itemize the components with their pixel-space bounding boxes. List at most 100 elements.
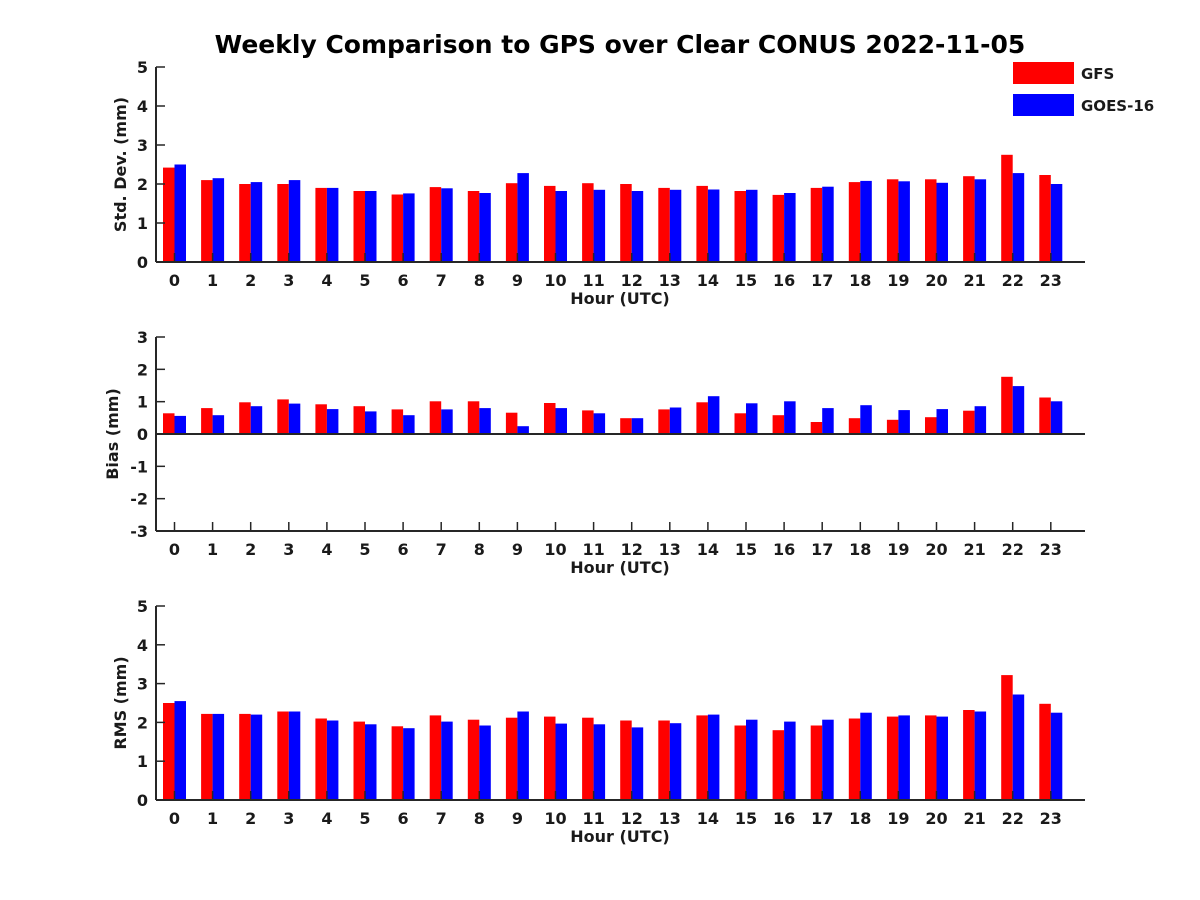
bar-goes-16-10 [555, 408, 567, 434]
x-tick-label: 0 [169, 271, 180, 290]
bar-goes-16-17 [822, 719, 834, 800]
bar-gfs-0 [163, 413, 175, 434]
bar-gfs-3 [277, 711, 289, 800]
x-tick-label: 11 [582, 271, 604, 290]
bar-goes-16-20 [936, 716, 948, 800]
legend-label-goes-16: GOES-16 [1081, 97, 1154, 115]
bar-gfs-10 [544, 403, 556, 434]
x-tick-label: 19 [887, 540, 909, 559]
x-tick-label: 20 [925, 271, 947, 290]
bar-goes-16-14 [707, 396, 720, 434]
bar-goes-16-15 [746, 189, 758, 262]
bar-gfs-16 [772, 194, 785, 262]
x-tick-label: 15 [735, 271, 757, 290]
bar-gfs-23 [1039, 703, 1051, 800]
bar-goes-16-9 [517, 711, 529, 800]
bar-gfs-7 [429, 187, 442, 262]
bar-gfs-9 [505, 412, 518, 434]
bar-goes-16-1 [212, 713, 225, 800]
x-tick-label: 7 [436, 809, 447, 828]
bar-goes-16-8 [479, 408, 491, 434]
x-tick-label: 9 [512, 540, 523, 559]
bar-gfs-20 [925, 715, 937, 800]
bar-gfs-20 [925, 417, 937, 434]
x-tick-label: 13 [659, 809, 681, 828]
bar-gfs-13 [658, 187, 670, 262]
bar-goes-16-20 [936, 182, 948, 262]
legend-swatch-gfs [1013, 62, 1074, 84]
x-tick-label: 5 [359, 809, 370, 828]
x-tick-label: 0 [169, 809, 180, 828]
x-tick-label: 16 [773, 540, 795, 559]
bar-gfs-6 [391, 409, 404, 434]
bar-gfs-18 [848, 418, 861, 434]
bar-goes-16-10 [555, 723, 567, 800]
bar-goes-16-4 [326, 187, 339, 262]
bar-goes-16-16 [784, 193, 796, 262]
bar-goes-16-5 [365, 411, 377, 434]
x-tick-label: 18 [849, 809, 871, 828]
bar-goes-16-5 [365, 191, 377, 262]
x-tick-label: 1 [207, 540, 218, 559]
bar-gfs-15 [734, 725, 746, 800]
x-tick-label: 4 [321, 540, 332, 559]
x-tick-label: 1 [207, 271, 218, 290]
bar-gfs-0 [163, 167, 175, 262]
bar-goes-16-6 [403, 415, 415, 434]
y-tick-label: 1 [137, 214, 148, 233]
bar-gfs-21 [963, 710, 975, 800]
bar-goes-16-21 [974, 711, 987, 800]
bar-goes-16-3 [288, 711, 301, 800]
bar-goes-16-0 [174, 415, 186, 434]
bar-gfs-19 [886, 419, 899, 434]
y-axis-label: Std. Dev. (mm) [111, 97, 130, 232]
x-tick-label: 3 [283, 809, 294, 828]
bar-gfs-0 [163, 703, 175, 800]
bar-goes-16-12 [631, 191, 644, 262]
x-tick-label: 23 [1040, 809, 1062, 828]
y-tick-label: -3 [130, 522, 148, 541]
bar-goes-16-13 [669, 407, 682, 434]
y-tick-label: 2 [137, 360, 148, 379]
bar-gfs-17 [810, 422, 823, 434]
x-tick-label: 12 [621, 540, 643, 559]
bar-gfs-1 [201, 713, 213, 800]
bar-goes-16-19 [898, 715, 910, 800]
bar-goes-16-15 [746, 719, 758, 800]
bar-gfs-7 [429, 401, 442, 434]
x-tick-label: 17 [811, 540, 833, 559]
x-tick-label: 13 [659, 271, 681, 290]
bar-gfs-18 [848, 182, 861, 262]
x-tick-label: 19 [887, 809, 909, 828]
bar-gfs-15 [734, 191, 746, 262]
bar-goes-16-18 [860, 712, 872, 800]
x-tick-label: 10 [544, 271, 566, 290]
bar-gfs-17 [810, 187, 823, 262]
bar-gfs-7 [429, 715, 442, 800]
x-tick-label: 3 [283, 540, 294, 559]
x-axis-label: Hour (UTC) [570, 827, 670, 846]
bar-gfs-6 [391, 194, 404, 262]
bar-gfs-2 [239, 184, 251, 262]
bar-gfs-14 [696, 402, 708, 434]
bar-goes-16-12 [631, 727, 644, 800]
y-tick-label: 0 [137, 253, 148, 272]
bar-goes-16-22 [1012, 694, 1025, 800]
y-tick-label: -2 [130, 490, 148, 509]
bar-goes-16-7 [441, 188, 453, 262]
bar-goes-16-1 [212, 178, 225, 262]
bar-goes-16-22 [1012, 386, 1025, 434]
bar-goes-16-4 [326, 409, 339, 434]
bar-gfs-8 [467, 401, 480, 434]
y-tick-label: 3 [137, 136, 148, 155]
x-axis-label: Hour (UTC) [570, 289, 670, 308]
bar-goes-16-19 [898, 410, 910, 434]
bar-goes-16-8 [479, 725, 491, 800]
bar-goes-16-4 [326, 720, 339, 800]
bar-gfs-17 [810, 725, 823, 800]
bar-goes-16-15 [746, 403, 758, 434]
bar-gfs-4 [315, 718, 327, 800]
bar-goes-16-11 [593, 189, 606, 262]
